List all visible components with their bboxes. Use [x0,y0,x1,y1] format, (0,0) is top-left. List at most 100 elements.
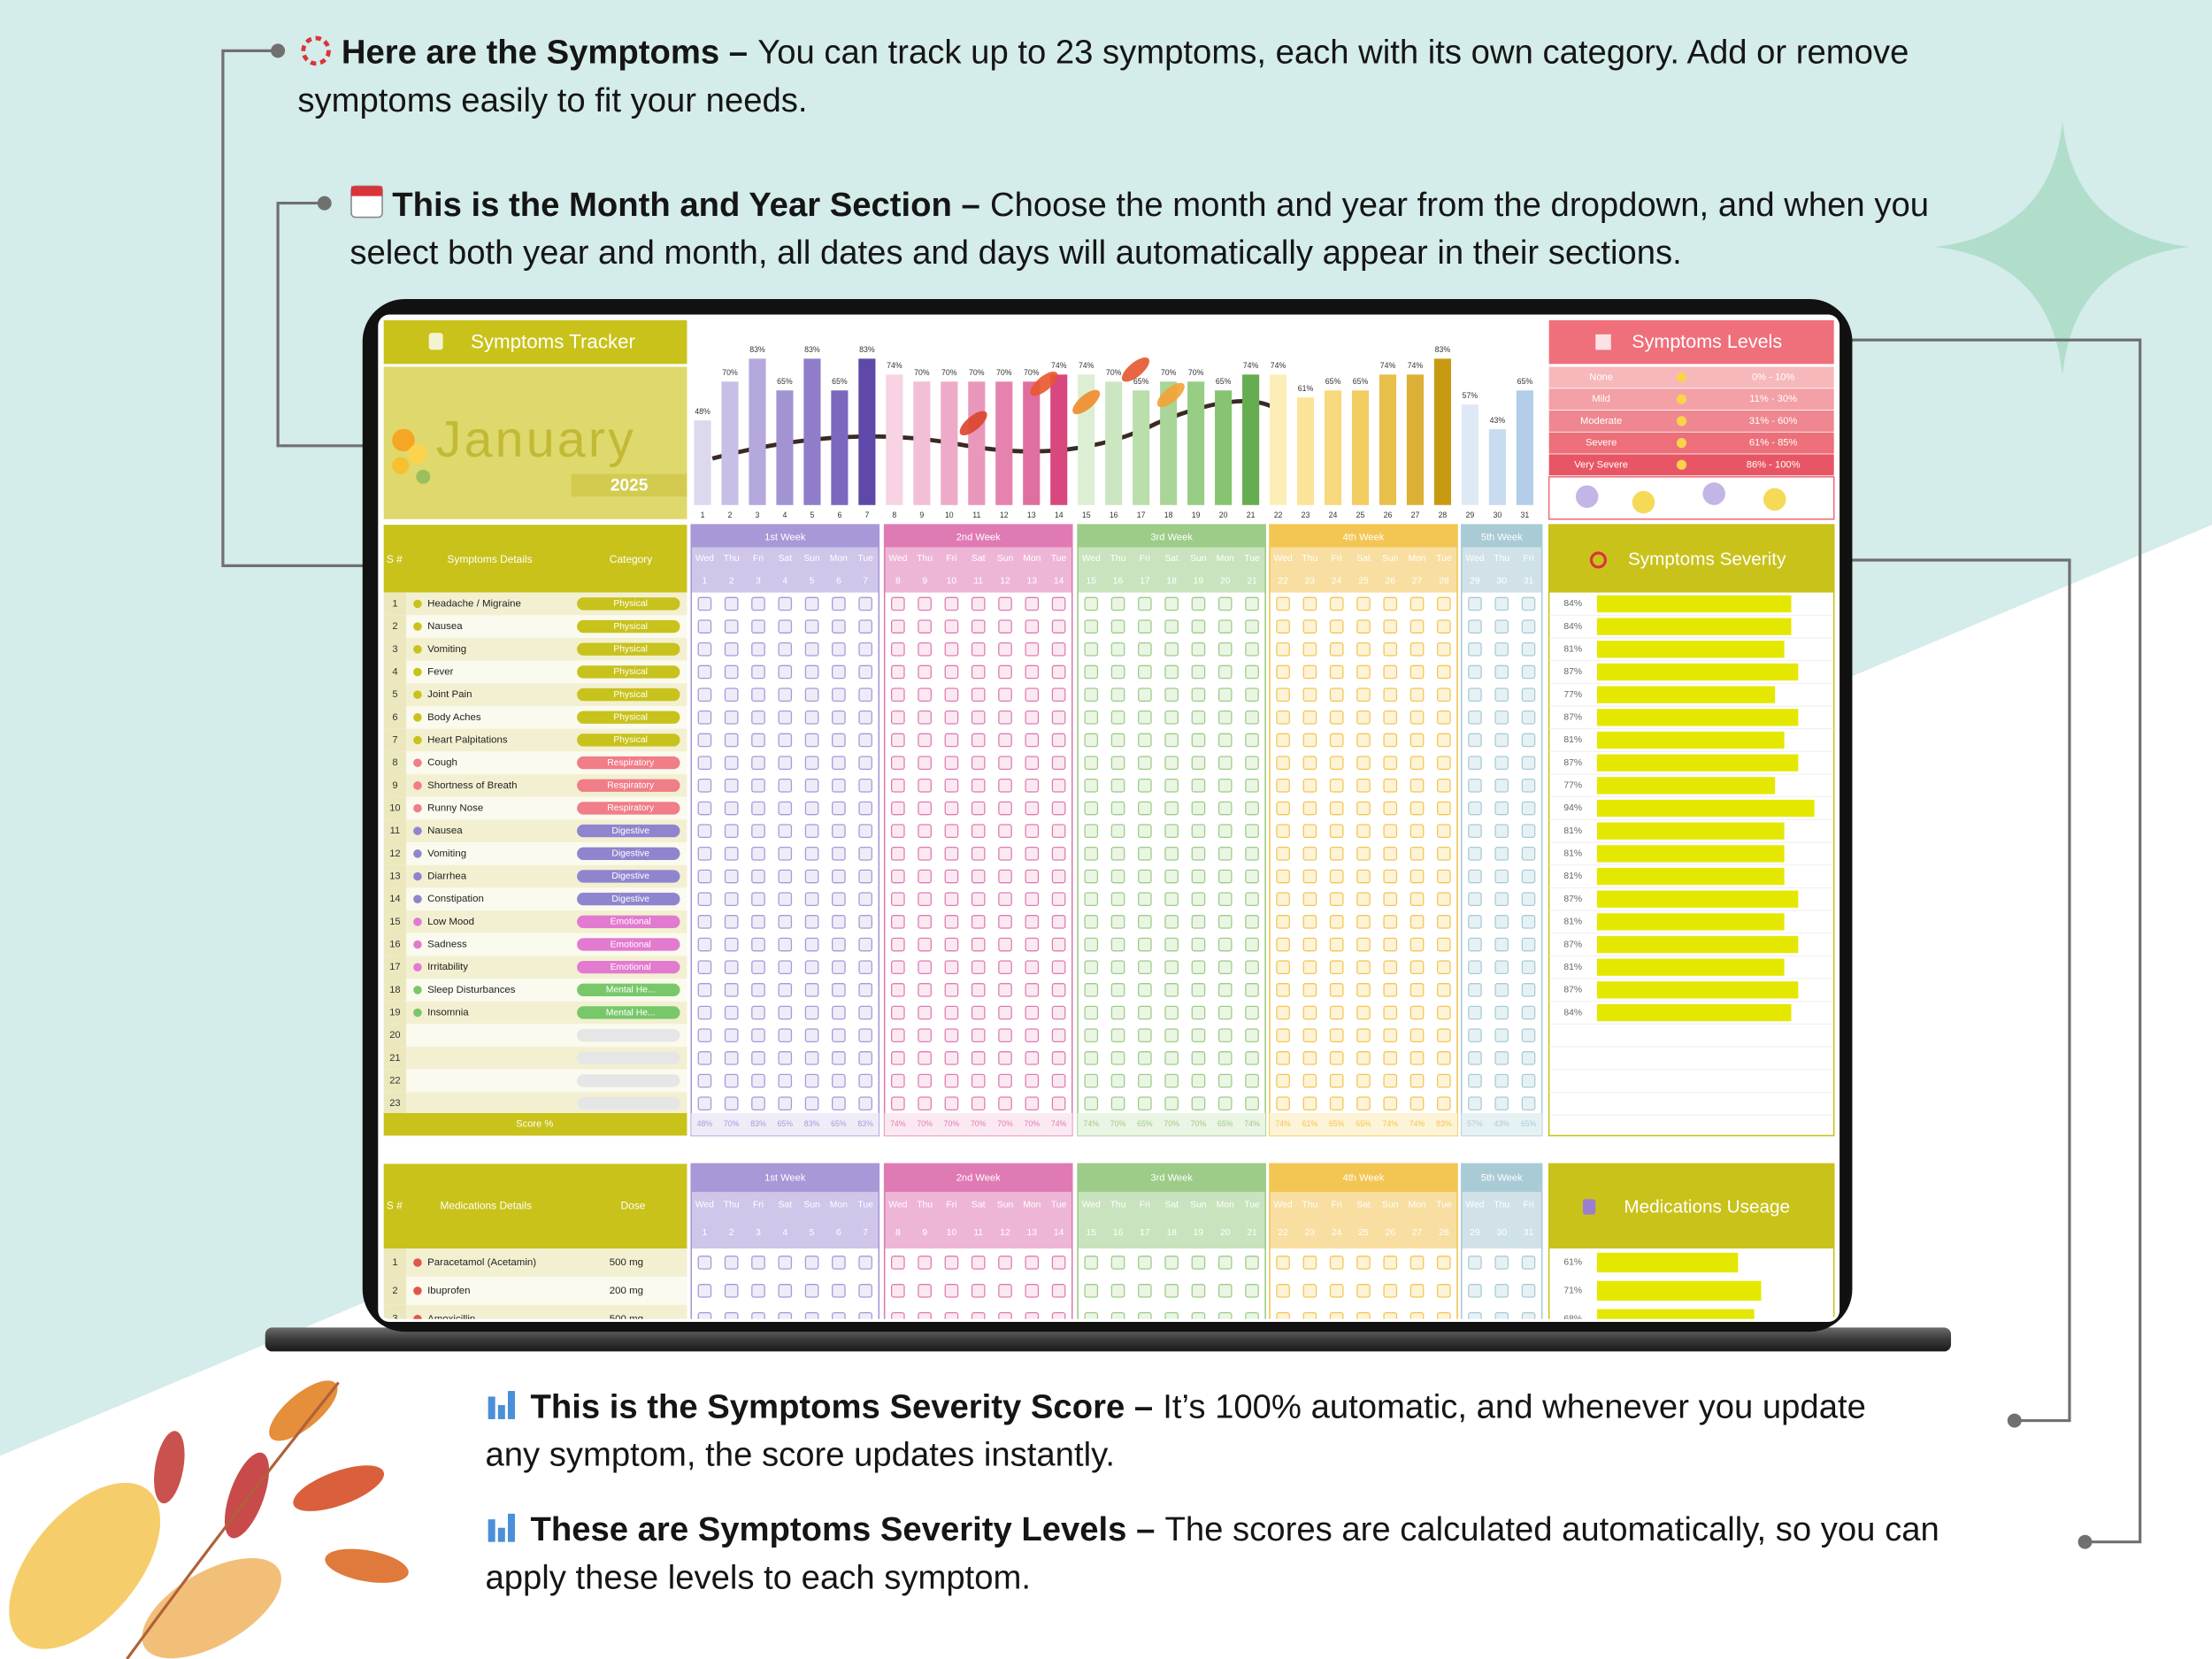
score-cell [938,1112,965,1136]
checkbox [1437,619,1451,634]
checkbox [858,642,872,657]
week-name: 1st Week [764,532,806,542]
bar-day-label: 11 [972,511,980,519]
score-cell [1238,1112,1266,1136]
checkbox [891,687,905,702]
checkbox [1084,1051,1099,1065]
checkbox [697,983,712,997]
med-number: 2 [392,1286,397,1296]
day-name: Fri [946,1200,956,1210]
score-cell [852,1112,879,1136]
row-sn-cell [383,592,407,616]
day-number: 8 [895,1228,901,1238]
checkbox [891,1073,905,1088]
annotation-line: select both year and month, all dates an… [349,234,1681,272]
year-label: 2025 [611,476,649,495]
day-name: Fri [1332,554,1342,564]
day-number: 1 [703,1228,708,1238]
level-face [1676,459,1687,470]
checkbox [1302,847,1317,861]
checkbox [891,983,905,997]
med-header-dose: Dose [621,1199,646,1211]
checkbox [804,937,819,952]
week-name: 5th Week [1481,1172,1523,1183]
day-number: 23 [1305,1228,1316,1238]
checkbox [1494,710,1509,725]
checkbox [971,824,986,838]
checkbox [1051,892,1066,906]
checkbox [1084,664,1099,680]
checkbox [1245,1256,1259,1270]
bar-value-label: 74% [1408,361,1424,370]
checkbox [891,892,905,906]
checkbox [1383,847,1398,861]
day-name: Fri [1140,554,1150,564]
day-bar [1488,429,1506,505]
checkbox [804,642,819,657]
checkbox [1110,869,1125,884]
score-cell [1403,1112,1431,1136]
score-value: 74% [890,1119,906,1128]
leaf-decoration [1121,357,1150,382]
checkbox [858,756,872,770]
bar-day-label: 20 [1219,511,1228,519]
checkbox [1409,756,1425,770]
bar-value-label: 65% [832,377,848,386]
day-name: Mon [1217,554,1234,564]
row-sn-cell [383,683,407,706]
checkbox [971,960,986,975]
checkbox [1164,687,1179,702]
checkbox [1025,1073,1040,1088]
checkbox [1409,824,1425,838]
checkbox [1494,619,1509,634]
checkbox [697,937,712,952]
bar-day-label: 21 [1247,511,1256,519]
checkbox [998,960,1012,975]
bar-value-label: 65% [1325,377,1341,386]
checkbox [1084,824,1099,838]
checkbox [1494,915,1509,929]
severity-bar [1596,799,1815,818]
checkbox [832,915,846,929]
checkbox [998,1311,1012,1319]
checkbox [1356,1073,1371,1088]
checkbox [858,1051,872,1065]
score-cell [964,1112,992,1136]
leaves-decoration [9,1380,409,1659]
checkbox [778,847,793,861]
checkbox [724,779,739,793]
bar-day-label: 6 [837,511,841,519]
checkbox [1025,892,1040,906]
checkbox [1276,983,1290,997]
checkbox [804,779,819,793]
checkbox [1329,1028,1344,1043]
category-pill [577,687,680,702]
checkbox [1217,801,1233,816]
checkbox [1494,664,1509,680]
med-icon [413,1314,422,1319]
symptom-name: Nausea [427,826,463,836]
score-cell [1461,1112,1489,1136]
month-label: January [436,411,636,468]
score-cell [991,1112,1019,1136]
score-value: 65% [1356,1119,1371,1128]
checkbox [1110,664,1125,680]
level-range: 31% - 60% [1749,416,1798,426]
checkbox [971,847,986,861]
checkbox [1164,1005,1179,1020]
checkbox [1110,1096,1125,1111]
week-days-band [1269,547,1458,593]
checkbox [778,937,793,952]
checkbox [1329,960,1344,975]
checkbox [1409,1256,1425,1270]
day-name: Wed [1274,1200,1293,1210]
row-number: 10 [389,803,400,813]
checkbox [804,1005,819,1020]
checkbox [1521,1073,1536,1088]
symptom-icon [413,849,422,858]
category-pill [577,619,680,634]
day-name: Sat [972,554,986,564]
checkbox [1356,1284,1371,1298]
weather-decoration [1763,488,1786,511]
